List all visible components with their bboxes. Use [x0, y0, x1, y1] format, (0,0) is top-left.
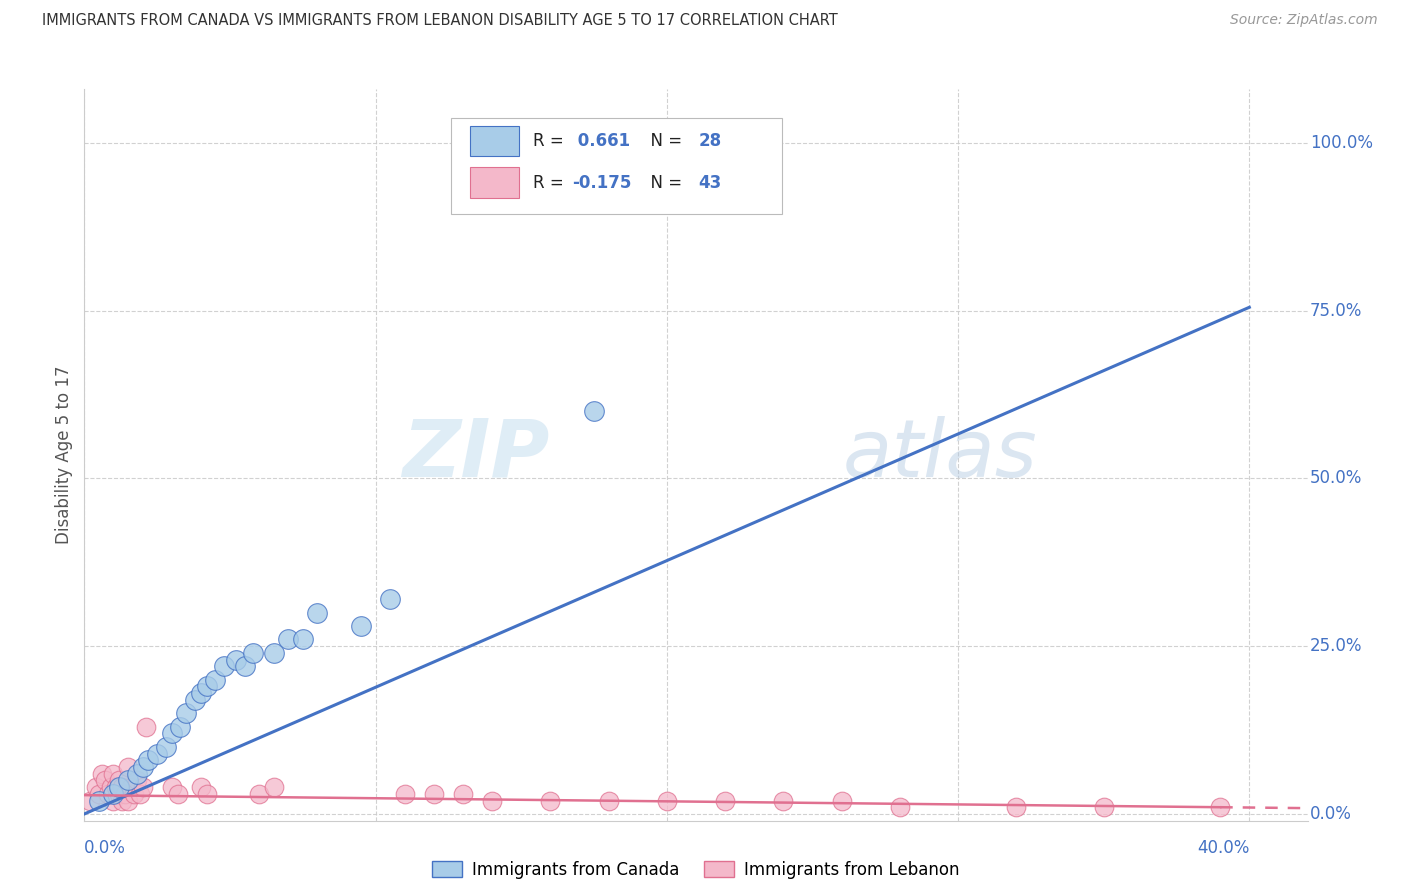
Text: -0.175: -0.175 — [572, 174, 631, 192]
Point — [122, 787, 145, 801]
Point — [87, 787, 110, 801]
Point — [1209, 800, 1232, 814]
Text: 75.0%: 75.0% — [1310, 301, 1362, 319]
Legend: Immigrants from Canada, Immigrants from Lebanon: Immigrants from Canada, Immigrants from … — [426, 855, 966, 886]
Text: R =: R = — [533, 174, 569, 192]
Point — [131, 780, 153, 794]
Text: N =: N = — [640, 174, 688, 192]
FancyBboxPatch shape — [451, 119, 782, 213]
Point — [103, 787, 125, 801]
Text: 28: 28 — [699, 132, 721, 150]
Point — [117, 773, 139, 788]
Point — [772, 793, 794, 807]
Point — [87, 793, 110, 807]
Point — [108, 773, 131, 788]
Point — [350, 619, 373, 633]
Text: 0.0%: 0.0% — [84, 838, 127, 857]
Point — [155, 739, 177, 754]
Point — [131, 760, 153, 774]
Point — [111, 780, 134, 794]
Text: 40.0%: 40.0% — [1197, 838, 1250, 857]
Y-axis label: Disability Age 5 to 17: Disability Age 5 to 17 — [55, 366, 73, 544]
Text: R =: R = — [533, 132, 569, 150]
Point — [889, 800, 911, 814]
Point — [195, 787, 218, 801]
Point — [105, 780, 128, 794]
Point — [1005, 800, 1028, 814]
Text: IMMIGRANTS FROM CANADA VS IMMIGRANTS FROM LEBANON DISABILITY AGE 5 TO 17 CORRELA: IMMIGRANTS FROM CANADA VS IMMIGRANTS FRO… — [42, 13, 838, 29]
Point — [117, 793, 139, 807]
Point — [538, 793, 561, 807]
Point — [423, 787, 446, 801]
Point — [135, 720, 157, 734]
Text: Source: ZipAtlas.com: Source: ZipAtlas.com — [1230, 13, 1378, 28]
FancyBboxPatch shape — [470, 168, 519, 198]
Point — [291, 632, 314, 647]
Point — [100, 780, 122, 794]
Point — [233, 659, 256, 673]
Point — [1092, 800, 1115, 814]
Point — [120, 780, 142, 794]
FancyBboxPatch shape — [470, 126, 519, 156]
Text: 0.661: 0.661 — [572, 132, 630, 150]
Point — [108, 780, 131, 794]
Point — [655, 793, 678, 807]
Point — [108, 787, 131, 801]
Text: atlas: atlas — [842, 416, 1038, 494]
Point — [481, 793, 503, 807]
Point — [190, 686, 212, 700]
Point — [93, 773, 115, 788]
Point — [138, 753, 160, 767]
Point — [117, 760, 139, 774]
Point — [714, 793, 737, 807]
Point — [160, 780, 183, 794]
Point — [174, 706, 197, 721]
Point — [125, 773, 148, 788]
Point — [90, 766, 112, 780]
Point — [97, 787, 120, 801]
Text: 43: 43 — [699, 174, 721, 192]
Point — [263, 646, 285, 660]
Text: 50.0%: 50.0% — [1310, 469, 1362, 487]
Text: 0.0%: 0.0% — [1310, 805, 1353, 823]
Point — [394, 787, 416, 801]
Point — [451, 787, 474, 801]
Point — [146, 747, 169, 761]
Point — [128, 787, 150, 801]
Point — [169, 720, 191, 734]
Point — [184, 693, 207, 707]
Text: ZIP: ZIP — [402, 416, 550, 494]
Point — [114, 787, 136, 801]
Point — [111, 793, 134, 807]
Point — [242, 646, 264, 660]
Text: 25.0%: 25.0% — [1310, 637, 1362, 655]
Point — [225, 652, 247, 666]
Point — [204, 673, 226, 687]
Point — [160, 726, 183, 740]
Point — [103, 766, 125, 780]
Point — [166, 787, 188, 801]
Text: N =: N = — [640, 132, 688, 150]
Point — [212, 659, 235, 673]
Point — [79, 793, 101, 807]
Point — [598, 793, 620, 807]
Point — [103, 793, 125, 807]
Point — [277, 632, 299, 647]
Point — [307, 606, 329, 620]
Text: 100.0%: 100.0% — [1310, 134, 1374, 152]
Point — [380, 592, 402, 607]
Point — [831, 793, 853, 807]
Point — [263, 780, 285, 794]
Point — [125, 766, 148, 780]
Point — [190, 780, 212, 794]
Point — [247, 787, 270, 801]
Point — [582, 404, 605, 418]
Point — [195, 680, 218, 694]
Point — [84, 780, 107, 794]
